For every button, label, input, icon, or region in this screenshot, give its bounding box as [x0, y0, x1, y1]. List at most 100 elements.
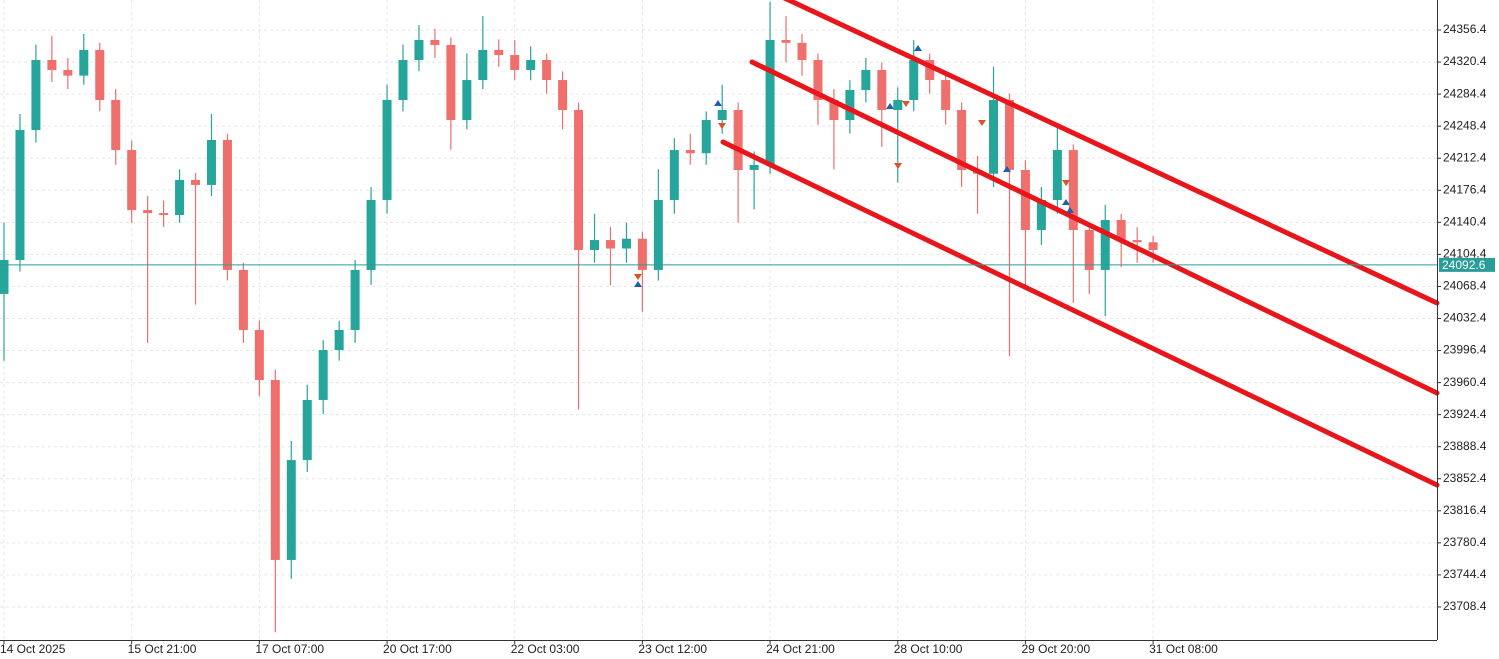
candle-body: [605, 240, 615, 249]
candle-body: [877, 69, 887, 110]
sell-marker: [718, 123, 726, 129]
candle-body: [366, 199, 376, 270]
y-tick-label: 24284.4: [1443, 86, 1487, 100]
candle-body: [1068, 150, 1078, 230]
candle-body: [701, 120, 711, 154]
y-tick-label: 24032.4: [1443, 311, 1487, 325]
y-tick-label: 23888.4: [1443, 439, 1487, 453]
candle-body: [1116, 220, 1126, 241]
candle-body: [63, 69, 73, 76]
channel-middle: [749, 59, 1440, 396]
trade-markers: [634, 45, 1074, 287]
candle-body: [574, 109, 584, 251]
last-price-label: 24092.6: [1442, 258, 1486, 272]
candle-body: [813, 60, 823, 100]
channel-lower: [720, 139, 1440, 488]
sell-marker: [902, 101, 910, 107]
candle-body: [254, 329, 264, 381]
candle-body: [637, 238, 647, 270]
candle-body: [47, 60, 57, 70]
x-tick-label: 17 Oct 07:00: [255, 642, 324, 656]
candle-body: [222, 139, 232, 270]
candle-body: [941, 80, 951, 110]
x-tick-label: 23 Oct 12:00: [638, 642, 707, 656]
candle-body: [382, 99, 392, 200]
candle-body: [1100, 220, 1110, 270]
candle-body: [542, 60, 552, 81]
x-tick-label: 15 Oct 21:00: [128, 642, 197, 656]
candle-body: [1036, 199, 1046, 230]
candle-body: [1084, 229, 1094, 270]
y-tick-label: 23708.4: [1443, 599, 1487, 613]
candle-body: [653, 199, 663, 270]
buy-marker: [714, 100, 722, 106]
candle-body: [143, 210, 153, 214]
y-tick-label: 24356.4: [1443, 22, 1487, 36]
candle-body: [510, 55, 520, 70]
candle-body: [1004, 99, 1014, 170]
candle-body: [1020, 169, 1030, 230]
candle-body: [685, 150, 695, 154]
candle-body: [717, 109, 727, 121]
x-tick-label: 29 Oct 20:00: [1021, 642, 1090, 656]
candle-body: [334, 329, 344, 351]
y-tick-label: 23780.4: [1443, 535, 1487, 549]
y-tick-label: 23924.4: [1443, 407, 1487, 421]
y-tick-label: 23960.4: [1443, 375, 1487, 389]
candle-body: [206, 139, 216, 185]
candle-body: [318, 350, 328, 400]
buy-marker: [886, 103, 894, 109]
buy-marker: [1066, 207, 1074, 213]
candles: [0, 1, 1158, 633]
candle-body: [159, 213, 169, 216]
candle-body: [893, 99, 903, 110]
x-tick-label: 24 Oct 21:00: [766, 642, 835, 656]
sell-marker: [978, 120, 986, 126]
buy-marker: [1003, 166, 1011, 172]
sell-marker: [894, 163, 902, 169]
y-tick-label: 24176.4: [1443, 182, 1487, 196]
y-tick-label: 24104.4: [1443, 247, 1487, 261]
candle-body: [478, 49, 488, 81]
candle-body: [446, 44, 456, 121]
x-tick-label: 22 Oct 03:00: [511, 642, 580, 656]
candle-body: [31, 60, 41, 130]
candle-body: [957, 109, 967, 170]
candle-body: [781, 39, 791, 43]
candle-body: [398, 60, 408, 100]
y-tick-label: 23816.4: [1443, 503, 1487, 517]
candle-body: [350, 269, 360, 330]
candle-body: [15, 129, 25, 260]
buy-marker: [634, 281, 642, 287]
candle-body: [462, 80, 472, 121]
candle-body: [526, 60, 536, 70]
y-tick-label: 23852.4: [1443, 471, 1487, 485]
y-tick-label: 23996.4: [1443, 343, 1487, 357]
candle-body: [414, 39, 424, 61]
candle-body: [238, 269, 248, 330]
buy-marker: [1062, 199, 1070, 205]
y-tick-label: 24212.4: [1443, 150, 1487, 164]
channel-upper: [782, 0, 1440, 306]
candle-body: [845, 90, 855, 121]
candle-body: [79, 49, 89, 76]
candle-body: [127, 150, 137, 211]
last-price-box: [1439, 257, 1495, 272]
y-tick-label: 24320.4: [1443, 54, 1487, 68]
candle-body: [270, 380, 280, 560]
sell-marker: [634, 274, 642, 280]
candle-body: [175, 179, 185, 216]
candle-body: [111, 99, 121, 151]
candle-body: [191, 179, 201, 185]
candle-body: [861, 69, 871, 91]
x-tick-label: 14 Oct 2025: [0, 642, 66, 656]
y-tick-label: 24248.4: [1443, 118, 1487, 132]
candle-body: [749, 164, 759, 170]
candle-body: [669, 150, 679, 200]
y-tick-label: 23744.4: [1443, 567, 1487, 581]
x-tick-label: 31 Oct 08:00: [1149, 642, 1218, 656]
candle-body: [909, 60, 919, 100]
